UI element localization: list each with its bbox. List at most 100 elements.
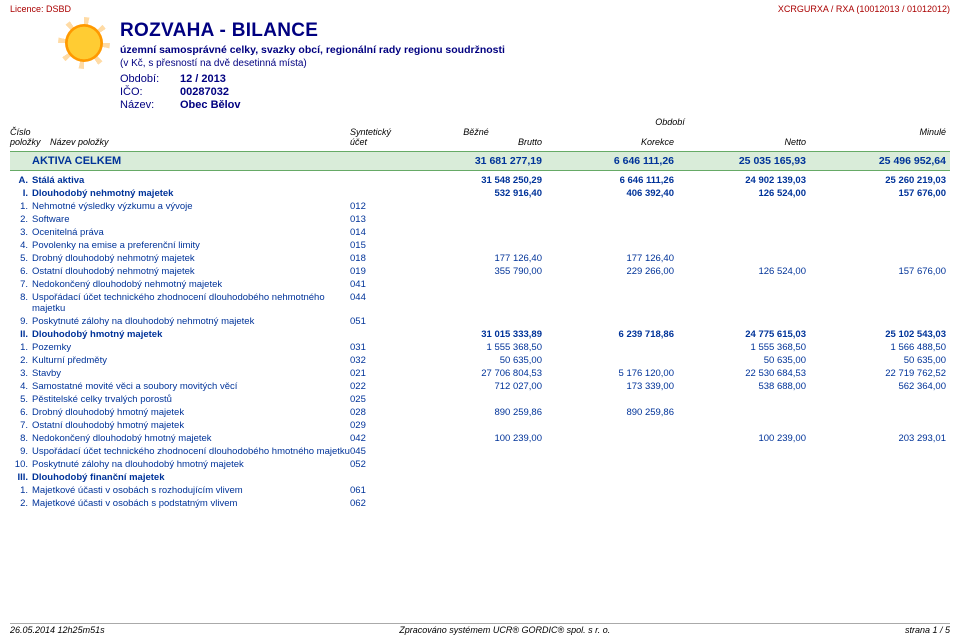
- item-minule: [806, 292, 946, 314]
- item-acc: 019: [350, 266, 410, 277]
- grp1-netto: 126 524,00: [674, 188, 806, 199]
- item-idx: 1.: [10, 201, 32, 212]
- table-row: 2.Software013: [10, 213, 950, 226]
- grp2-brutto: 31 015 333,89: [410, 329, 542, 340]
- item-netto: [674, 240, 806, 251]
- item-idx: 6.: [10, 266, 32, 277]
- licence-label: Licence:: [10, 4, 44, 14]
- item-name: Drobný dlouhodobý hmotný majetek: [32, 407, 350, 418]
- item-brutto: 177 126,40: [410, 253, 542, 264]
- item-minule: 22 719 762,52: [806, 368, 946, 379]
- item-idx: 8.: [10, 433, 32, 444]
- sect-brutto: 31 548 250,29: [410, 175, 542, 186]
- group2-items: 1.Pozemky0311 555 368,501 555 368,501 56…: [10, 341, 950, 471]
- item-acc: 061: [350, 485, 410, 496]
- colhead-netto: Netto: [674, 137, 806, 147]
- item-minule: [806, 407, 946, 418]
- table-row: 9.Uspořádací účet technického zhodnocení…: [10, 445, 950, 458]
- sun-icon: [65, 24, 103, 62]
- colhead-nazev: Název položky: [50, 137, 350, 147]
- item-idx: 2.: [10, 498, 32, 509]
- grp3-minule: [806, 472, 946, 483]
- item-minule: [806, 446, 946, 457]
- licence: Licence: DSBD: [10, 4, 71, 14]
- item-acc: 042: [350, 433, 410, 444]
- grp2-name: Dlouhodobý hmotný majetek: [32, 329, 350, 340]
- item-korekce: [542, 394, 674, 405]
- colhead-synth: Syntetický: [350, 127, 410, 137]
- table-row: 5.Pěstitelské celky trvalých porostů025: [10, 393, 950, 406]
- grp1-name: Dlouhodobý nehmotný majetek: [32, 188, 350, 199]
- item-acc: 021: [350, 368, 410, 379]
- item-acc: 025: [350, 394, 410, 405]
- item-name: Pěstitelské celky trvalých porostů: [32, 394, 350, 405]
- item-netto: 50 635,00: [674, 355, 806, 366]
- item-name: Pozemky: [32, 342, 350, 353]
- grp2-idx: II.: [10, 329, 32, 340]
- item-idx: 4.: [10, 240, 32, 251]
- item-idx: 7.: [10, 279, 32, 290]
- item-brutto: [410, 459, 542, 470]
- table-row: 8.Uspořádací účet technického zhodnocení…: [10, 291, 950, 315]
- colhead-minule: Minulé: [806, 127, 946, 137]
- item-korekce: 229 266,00: [542, 266, 674, 277]
- item-name: Kulturní předměty: [32, 355, 350, 366]
- item-acc: 014: [350, 227, 410, 238]
- item-acc: 022: [350, 381, 410, 392]
- item-netto: [674, 201, 806, 212]
- page-title: ROZVAHA - BILANCE: [120, 20, 950, 42]
- item-korekce: [542, 227, 674, 238]
- item-netto: [674, 316, 806, 327]
- item-acc: 015: [350, 240, 410, 251]
- colhead-korekce: Korekce: [542, 137, 674, 147]
- item-name: Nehmotné výsledky výzkumu a vývoje: [32, 201, 350, 212]
- grp1-minule: 157 676,00: [806, 188, 946, 199]
- item-minule: [806, 459, 946, 470]
- logo-col: [10, 20, 120, 111]
- hdr-label-1: IČO:: [120, 86, 180, 98]
- item-name: Uspořádací účet technického zhodnocení d…: [32, 446, 350, 457]
- item-minule: 1 566 488,50: [806, 342, 946, 353]
- item-name: Poskytnuté zálohy na dlouhodobý hmotný m…: [32, 459, 350, 470]
- item-idx: 3.: [10, 368, 32, 379]
- total-netto: 25 035 165,93: [674, 155, 806, 167]
- table-row: 3.Ocenitelná práva014: [10, 226, 950, 239]
- item-name: Majetkové účasti v osobách s rozhodující…: [32, 485, 350, 496]
- item-brutto: 355 790,00: [410, 266, 542, 277]
- item-name: Nedokončený dlouhodobý nehmotný majetek: [32, 279, 350, 290]
- item-korekce: 173 339,00: [542, 381, 674, 392]
- item-netto: [674, 446, 806, 457]
- item-idx: 6.: [10, 407, 32, 418]
- item-acc: 029: [350, 420, 410, 431]
- item-idx: 5.: [10, 394, 32, 405]
- item-name: Samostatné movité věci a soubory movitýc…: [32, 381, 350, 392]
- grp2-netto: 24 775 615,03: [674, 329, 806, 340]
- colhead-brutto: Brutto: [410, 137, 542, 147]
- item-korekce: [542, 420, 674, 431]
- grp3-brutto: [410, 472, 542, 483]
- item-name: Software: [32, 214, 350, 225]
- item-brutto: [410, 394, 542, 405]
- colhead-polozky: položky: [10, 137, 50, 147]
- header-block: ROZVAHA - BILANCE územní samosprávné cel…: [10, 20, 950, 111]
- doc-code: XCRGURXA / RXA (10012013 / 01012012): [778, 4, 950, 14]
- item-korekce: [542, 342, 674, 353]
- total-aktiva-celkem: AKTIVA CELKEM 31 681 277,19 6 646 111,26…: [10, 151, 950, 171]
- header-grid: Období: 12 / 2013 IČO: 00287032 Název: O…: [120, 73, 950, 111]
- grp2-korekce: 6 239 718,86: [542, 329, 674, 340]
- item-korekce: [542, 279, 674, 290]
- item-netto: [674, 214, 806, 225]
- grp3-acc: [350, 472, 410, 483]
- table-row: 2.Kulturní předměty03250 635,0050 635,00…: [10, 354, 950, 367]
- item-korekce: [542, 433, 674, 444]
- item-acc: 032: [350, 355, 410, 366]
- item-brutto: 890 259,86: [410, 407, 542, 418]
- item-brutto: [410, 292, 542, 314]
- group1-items: 1.Nehmotné výsledky výzkumu a vývoje0122…: [10, 200, 950, 328]
- total-brutto: 31 681 277,19: [410, 155, 542, 167]
- item-acc: 044: [350, 292, 410, 314]
- item-netto: 22 530 684,53: [674, 368, 806, 379]
- item-korekce: [542, 214, 674, 225]
- grp1-brutto: 532 916,40: [410, 188, 542, 199]
- sect-korekce: 6 646 111,26: [542, 175, 674, 186]
